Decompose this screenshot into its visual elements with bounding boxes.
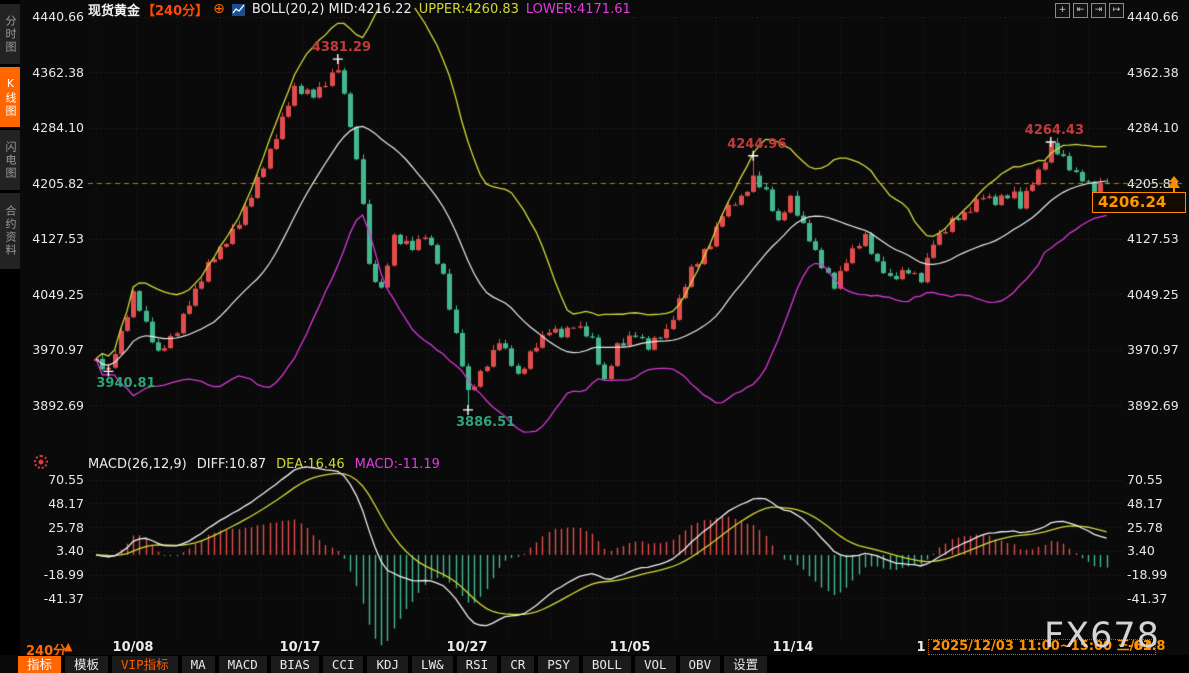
period-tag: 【240分】: [142, 4, 209, 19]
toolbar-cci[interactable]: CCI: [322, 655, 364, 673]
x-axis-label: 11/05: [609, 640, 651, 655]
toolbar-obv[interactable]: OBV: [679, 655, 721, 673]
sidebar-tab-4[interactable]: 合约资料: [0, 193, 20, 269]
toolbar-ma[interactable]: MA: [181, 655, 215, 673]
toolbar-templates[interactable]: 模板: [65, 655, 109, 673]
chart-controls: + ⇤ ⇥ ↦: [1055, 3, 1124, 18]
toolbar-lw[interactable]: LW&: [412, 655, 453, 673]
selected-bar-info: 2025/12/03 11:00~15:00 三/63: [928, 639, 1157, 655]
pan-icon[interactable]: +: [1055, 3, 1070, 18]
kline-chart-icon[interactable]: [231, 3, 245, 16]
toolbar-boll[interactable]: BOLL: [582, 655, 631, 673]
shift-right-icon[interactable]: ↦: [1109, 3, 1124, 18]
chart-header: 现货黄金 【240分】 ⊕ BOLL(20,2) MID:4216.22 UPP…: [88, 1, 631, 19]
macd-value-label: MACD:-11.19: [354, 457, 440, 472]
sidebar-tab-3[interactable]: 闪电图: [0, 130, 20, 190]
indicator-toolbar: 指标 模板 VIP指标 MA MACD BIAS CCI KDJ LW& RSI CR PSY BOLL…: [18, 655, 1189, 673]
x-axis-label: 10/17: [279, 640, 321, 655]
boll-mid-label: BOLL(20,2) MID:4216.22: [251, 2, 412, 17]
sidebar: 分时图 K线图闪电图合约资料: [0, 0, 20, 655]
sidebar-tab-2[interactable]: K线图: [0, 67, 20, 127]
toolbar-cr[interactable]: CR: [501, 655, 535, 673]
instrument-name: 现货黄金: [88, 4, 141, 19]
toolbar-indicators[interactable]: 指标: [18, 655, 62, 673]
toolbar-settings[interactable]: 设置: [724, 655, 768, 673]
x-axis: 240分 ▲ 2025/12/03 11:00~15:00 三/63 -61.8…: [0, 638, 1189, 659]
toolbar-vol[interactable]: VOL: [634, 655, 676, 673]
alert-icon: [34, 455, 48, 469]
watermark: FX678: [1044, 616, 1160, 656]
toolbar-bias[interactable]: BIAS: [270, 655, 319, 673]
change-value: -61.8: [1128, 639, 1166, 654]
x-axis-label: 1: [916, 640, 926, 655]
sidebar-tab-1[interactable]: 分时图: [0, 4, 20, 64]
toolbar-vip-indicators[interactable]: VIP指标: [112, 655, 178, 673]
period-up-arrow-icon: ▲: [64, 640, 73, 653]
current-price-badge: 4206.24: [1092, 192, 1186, 213]
macd-header: MACD(26,12,9) DIFF:10.87 DEA:16.46 MACD:…: [88, 457, 440, 472]
x-axis-label: 11/14: [772, 640, 814, 655]
price-up-arrow-icon: [1167, 176, 1181, 196]
toolbar-psy[interactable]: PSY: [538, 655, 579, 673]
x-axis-label: 10/27: [446, 640, 488, 655]
boll-lower-label: LOWER:4171.61: [525, 2, 631, 17]
scale-right-icon[interactable]: ⇥: [1091, 3, 1106, 18]
x-axis-label: 10/08: [112, 640, 154, 655]
macd-name-label: MACD(26,12,9): [88, 457, 187, 472]
macd-dea-label: DEA:16.46: [276, 457, 345, 472]
add-overlay-icon[interactable]: ⊕: [213, 1, 225, 17]
toolbar-kdj[interactable]: KDJ: [367, 655, 409, 673]
boll-upper-label: UPPER:4260.83: [418, 2, 519, 17]
toolbar-macd[interactable]: MACD: [218, 655, 267, 673]
scale-left-icon[interactable]: ⇤: [1073, 3, 1088, 18]
macd-diff-label: DIFF:10.87: [196, 457, 267, 472]
toolbar-rsi[interactable]: RSI: [456, 655, 498, 673]
